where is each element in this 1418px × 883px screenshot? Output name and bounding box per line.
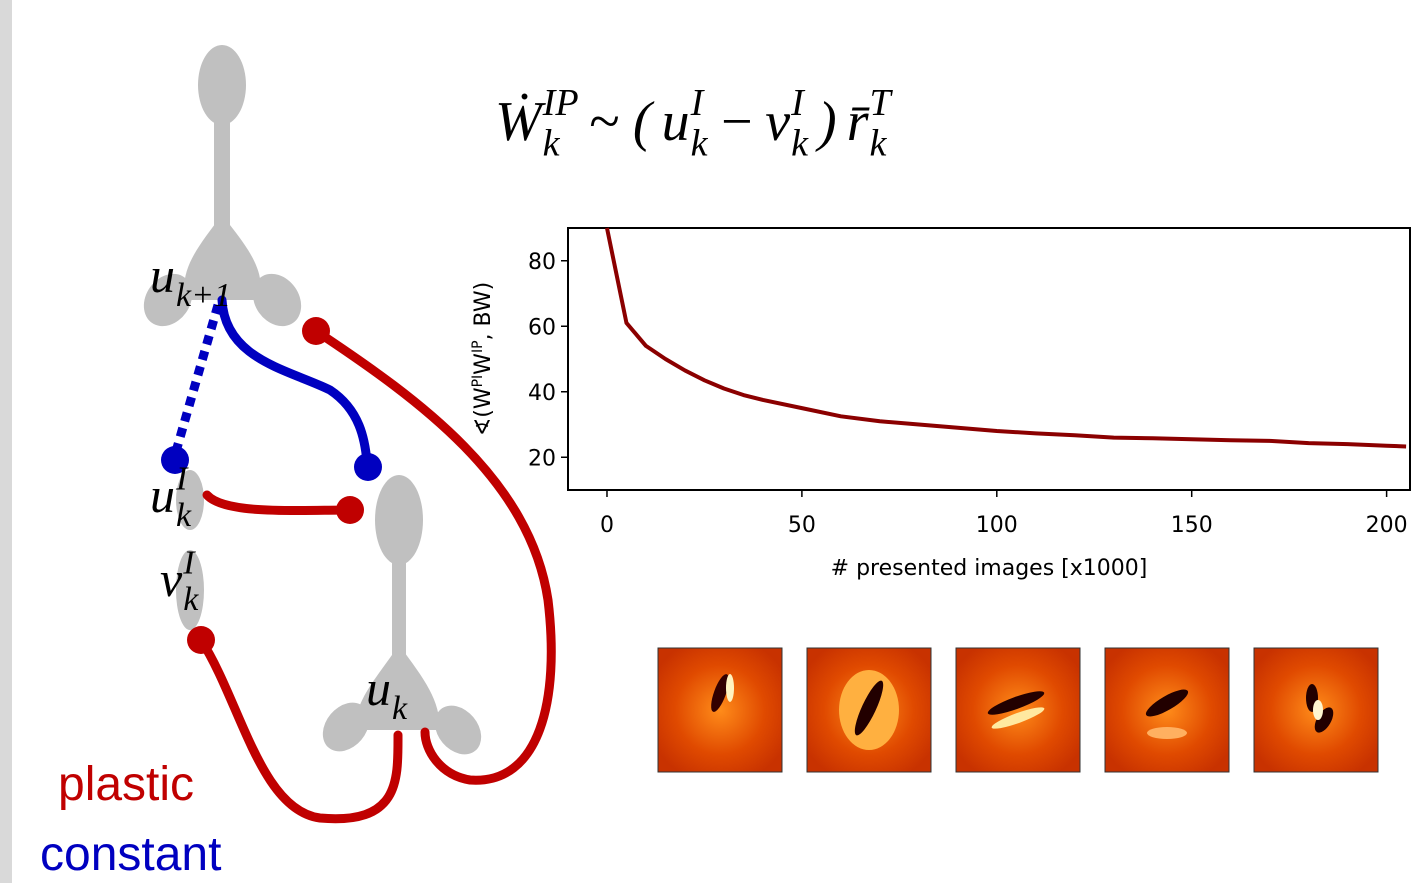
side-bar — [0, 0, 12, 883]
neuron-label-sub: k — [176, 497, 192, 534]
x-axis-label: # presented images [x1000] — [831, 556, 1148, 581]
neuron-label-sup: I — [182, 545, 196, 582]
y-axis-label-part: PI — [470, 375, 486, 388]
neuron-label-sub: k — [183, 581, 199, 618]
formula-term: Ẇ — [495, 91, 546, 153]
formula-term: ) — [815, 91, 837, 153]
formula-term-sub: k — [869, 123, 887, 165]
formula-term-sup: I — [690, 82, 706, 124]
neuron-label-sup: I — [175, 461, 189, 498]
y-tick-label: 40 — [528, 381, 556, 406]
neuron-label-sub: k+1 — [176, 277, 231, 314]
y-axis-label-part: W — [471, 353, 496, 375]
neuron-label: v — [160, 551, 183, 607]
plot-frame — [568, 228, 1410, 490]
formula-term-sub: k — [691, 123, 709, 165]
neuron-label: u — [366, 660, 391, 716]
formula-term: v — [765, 91, 790, 153]
legend-label: plastic — [58, 758, 194, 811]
y-tick-label: 60 — [528, 315, 556, 340]
y-axis-label: ∢(WPIWIP, BW) — [470, 282, 496, 436]
x-tick-label: 150 — [1171, 513, 1213, 538]
neuron-label: u — [150, 467, 175, 523]
formula-term-sub: k — [543, 123, 561, 165]
formula-term-sub: k — [791, 123, 809, 165]
y-axis-label-part: ∢(W — [471, 387, 496, 436]
formula-term: r̄ — [847, 91, 870, 153]
neuron-label: u — [150, 247, 175, 303]
neuron-label-sub: k — [392, 690, 408, 727]
y-axis-label-part: , BW) — [471, 282, 496, 341]
chart: 20 40 60 80 0 50 100 150 200 # presented images [… — [470, 228, 1410, 581]
x-tick-label: 200 — [1366, 513, 1408, 538]
y-tick-label: 80 — [528, 250, 556, 275]
formula-term-sup: I — [790, 82, 806, 124]
formula-term: u — [662, 91, 690, 153]
legend-label: constant — [40, 828, 221, 881]
y-tick-label: 20 — [528, 446, 556, 471]
slide: 20 40 60 80 0 50 100 150 200 # presented images [… — [0, 0, 1418, 883]
formula-term-sup: T — [869, 82, 893, 124]
x-tick-label: 100 — [976, 513, 1018, 538]
formula-term-sup: IP — [542, 82, 579, 124]
formula-term: ~ ( — [589, 91, 655, 153]
formula-term: − — [717, 91, 755, 153]
x-tick-label: 0 — [600, 513, 614, 538]
y-axis-label-part: IP — [470, 340, 486, 353]
x-tick-label: 50 — [788, 513, 816, 538]
line — [607, 228, 1406, 446]
receptive-fields — [658, 648, 1378, 772]
